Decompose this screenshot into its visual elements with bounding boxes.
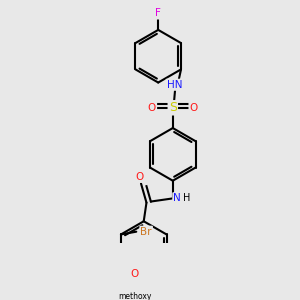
Text: H: H <box>183 193 190 203</box>
Text: N: N <box>173 193 181 203</box>
Text: O: O <box>130 269 139 280</box>
Text: methoxy: methoxy <box>118 292 151 300</box>
Text: S: S <box>169 101 177 114</box>
Text: O: O <box>136 172 144 182</box>
Text: O: O <box>148 103 156 113</box>
Text: HN: HN <box>167 80 182 90</box>
Text: Br: Br <box>140 227 152 237</box>
Text: O: O <box>190 103 198 113</box>
Text: F: F <box>155 8 161 19</box>
